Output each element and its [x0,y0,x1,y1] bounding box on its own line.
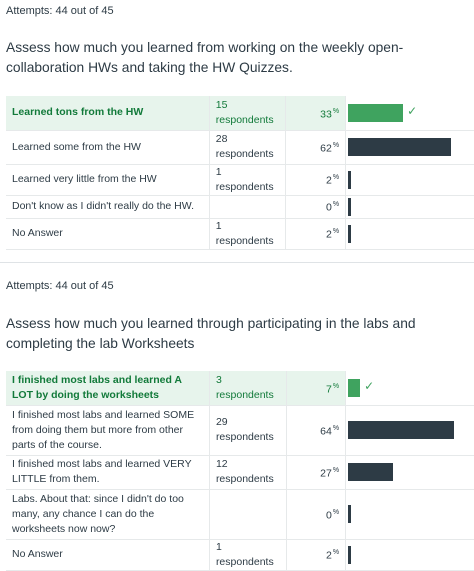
respondents-count: 28 respondents [208,130,286,165]
answer-text: No Answer [6,539,210,571]
percent-bar [348,545,352,564]
percent-value: 2% [285,164,346,196]
percent-number: 62 [320,142,332,155]
bar-cell [345,164,474,196]
answer-row: Don't know as I didn't really do the HW.… [6,195,474,219]
percent-bar [348,224,352,243]
percent-bar [348,170,352,189]
bar-cell [345,539,474,571]
percent-symbol: % [332,174,340,182]
percent-symbol: % [332,424,340,432]
results-table: I finished most labs and learned A LOT b… [6,371,474,571]
respondents-count: 15 respondents [208,96,286,131]
bar-cell [345,455,474,490]
answer-row: No Answer 1 respondents 2% [6,218,474,250]
answer-text: Learned very little from the HW [6,164,210,196]
percent-bar [348,421,455,439]
percent-number: 33 [320,108,332,120]
answer-text: Learned some from the HW [6,130,210,165]
check-icon: ✓ [407,103,418,118]
answer-row: I finished most labs and learned VERY LI… [6,455,474,490]
answer-text: I finished most labs and learned VERY LI… [6,455,210,490]
question-text: Assess how much you learned through part… [6,316,416,351]
respondents-count: 1 respondents [208,164,286,196]
answer-row: Learned tons from the HW 15 respondents 33… [6,96,474,131]
percent-bar [348,103,404,122]
percent-bar [348,505,352,523]
percent-number: 2 [326,228,332,241]
attempts-text: Attempts: 44 out of 45 [6,280,114,292]
percent-symbol: % [332,382,340,390]
percent-value: 2% [285,218,346,250]
check-icon: ✓ [364,378,375,393]
answer-row: Labs. About that: since I didn't do too … [6,489,474,540]
percent-value: 62% [285,130,346,165]
answer-text: Labs. About that: since I didn't do too … [6,489,210,540]
percent-bar [348,138,452,156]
answer-row: Learned some from the HW 28 respondents 62… [6,130,474,165]
answer-text: Learned tons from the HW [6,96,210,131]
answer-text: No Answer [6,218,210,250]
percent-symbol: % [332,549,340,557]
section-divider [0,262,474,263]
percent-number: 64 [320,425,332,438]
percent-symbol: % [332,201,340,209]
respondents-count: 1 respondents [208,539,287,571]
bar-cell [345,218,474,250]
results-table: Learned tons from the HW 15 respondents 33… [6,96,474,250]
bar-cell: ✓ [345,96,474,131]
percent-value: 27% [285,455,346,490]
percent-number: 7 [325,383,332,395]
percent-symbol: % [332,228,340,236]
percent-value: 64% [285,405,346,456]
percent-symbol: % [332,466,340,474]
percent-bar [348,378,361,397]
answer-text: I finished most labs and learned A LOT b… [6,371,210,406]
answer-text: Don't know as I didn't really do the HW. [6,195,210,219]
percent-bar [348,463,394,481]
respondents-count: 12 respondents [208,455,287,490]
respondents-count: 29 respondents [208,405,287,456]
bar-cell [345,405,474,456]
percent-value: 33% [285,96,346,131]
respondents-count [208,489,287,540]
percent-number: 0 [325,509,332,522]
percent-symbol: % [332,141,340,149]
attempts-text: Attempts: 44 out of 45 [6,5,114,17]
question-text: Assess how much you learned from working… [6,40,404,75]
bar-cell [345,489,474,540]
percent-value: 0% [285,195,346,219]
percent-number: 2 [326,174,332,187]
percent-value: 0% [285,489,346,540]
respondents-count [208,195,286,219]
answer-row: I finished most labs and learned A LOT b… [6,371,474,406]
percent-symbol: % [332,508,340,516]
respondents-count: 3 respondents [208,371,287,406]
respondents-count: 1 respondents [208,218,286,250]
percent-number: 2 [325,549,332,562]
bar-cell [345,195,474,219]
percent-bar [348,197,352,216]
answer-row: I finished most labs and learned SOME fr… [6,405,474,456]
percent-number: 27 [320,467,332,480]
bar-cell [345,130,474,165]
bar-cell: ✓ [345,371,474,406]
percent-number: 0 [326,201,332,214]
percent-value: 2% [285,539,346,571]
answer-row: Learned very little from the HW 1 respond… [6,164,474,196]
percent-value: 7% [285,371,346,406]
answer-text: I finished most labs and learned SOME fr… [6,405,210,456]
percent-symbol: % [332,107,340,115]
answer-row: No Answer 1 respondents 2% [6,539,474,571]
